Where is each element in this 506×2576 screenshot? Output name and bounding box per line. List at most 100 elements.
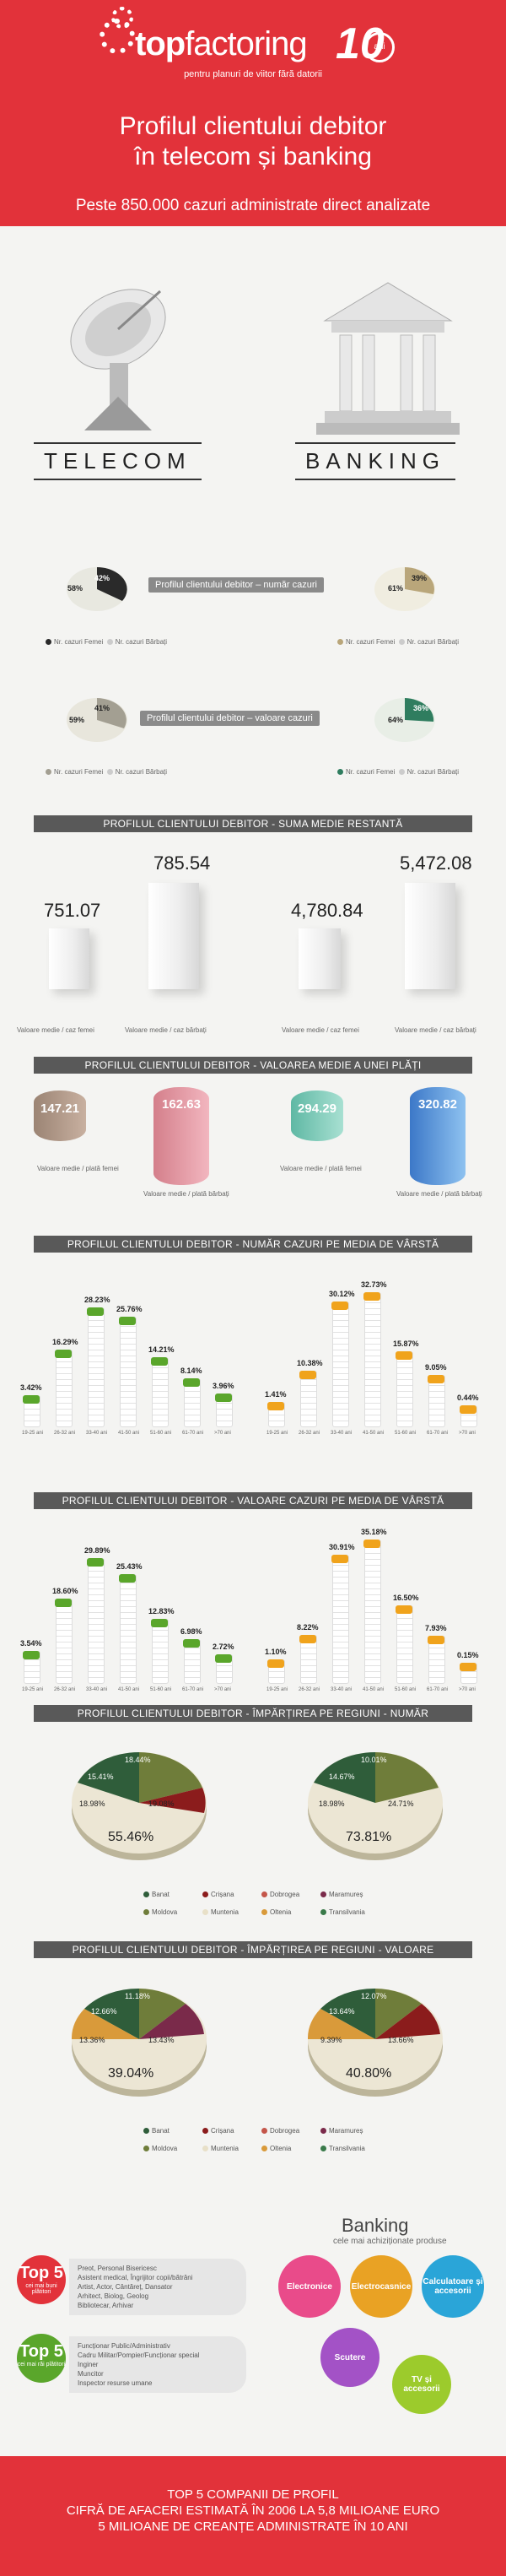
rc-b-l2: 24.71%	[388, 1799, 414, 1808]
rc-b-l3: 14.67%	[329, 1772, 355, 1781]
age-percent: 3.42%	[20, 1383, 42, 1392]
banking-value-female: 36%	[413, 704, 429, 712]
top5-worst-list: Funcționar Public/Administrativ Cadru Mil…	[69, 2336, 246, 2393]
satellite-dish-icon	[70, 289, 166, 430]
age-percent: 12.83%	[148, 1606, 175, 1615]
legend-telecom-value: Nr. cazuri Femei Nr. cazuri Bărbați	[46, 768, 167, 776]
banking-products-title: Banking	[342, 2215, 409, 2236]
telecom-avg-due-f: 751.07	[44, 900, 101, 921]
age-tube	[364, 1540, 381, 1684]
age-label: >70 ani	[459, 1431, 476, 1436]
cap-pay-telecom-f: Valoare medie / plată femei	[37, 1165, 119, 1172]
section-regions-value: PROFILUL CLIENTULUI DEBITOR - ÎMPĂRȚIREA…	[34, 1941, 472, 1958]
brand-logo: topfactoring	[135, 25, 308, 62]
pie-regions-count-telecom	[72, 1752, 207, 1860]
telecom-label: TELECOM	[34, 442, 202, 480]
age-level-mark	[331, 1555, 348, 1564]
age-level-mark	[267, 1402, 284, 1411]
slogan: pentru planuri de viitor fără datorii	[184, 69, 322, 79]
rv-t-l4: 11.18%	[125, 1992, 150, 2000]
age-level-mark	[428, 1375, 444, 1384]
region-legend-value: Banat Crișana Dobrogea Maramureș Moldova Munt…	[143, 2122, 380, 2157]
section-avg-payment: PROFILUL CLIENTULUI DEBITOR - VALOAREA M…	[34, 1057, 472, 1074]
cap-pay-telecom-m: Valoare medie / plată bărbați	[143, 1190, 229, 1198]
age-percent: 15.87%	[393, 1339, 419, 1348]
pie-telecom-value	[67, 698, 127, 742]
rv-b-l2: 13.66%	[388, 2036, 414, 2044]
cube-banking-f	[299, 928, 341, 989]
age-label: >70 ani	[214, 1431, 231, 1436]
age-level-mark	[55, 1598, 72, 1607]
pie-regions-value-banking	[307, 1988, 443, 2097]
age-percent: 3.54%	[20, 1639, 42, 1648]
region-legend-item: Oltenia	[261, 1908, 320, 1916]
telecom-avg-pay-m: 162.63	[162, 1097, 201, 1112]
region-legend-item: Maramureș	[320, 1891, 380, 1898]
age-label: 41-50 ani	[363, 1687, 385, 1692]
pie-banking-count	[374, 567, 435, 611]
region-legend-item: Maramureș	[320, 2127, 380, 2135]
rv-b-big: 40.80%	[346, 2066, 392, 2081]
age-percent: 3.96%	[213, 1381, 234, 1390]
age-percent: 7.93%	[425, 1623, 447, 1632]
header: topfactoring 10 ani pentru planuri de vi…	[0, 0, 506, 226]
age-label: 61-70 ani	[182, 1687, 204, 1692]
region-legend-item: Moldova	[143, 1908, 202, 1916]
rv-b-l4: 12.07%	[361, 1992, 387, 2000]
age-level-mark	[299, 1634, 316, 1643]
age-level-mark	[183, 1638, 200, 1648]
age-tube	[152, 1356, 169, 1427]
region-legend-item: Muntenia	[202, 2145, 261, 2152]
age-tube	[56, 1598, 73, 1684]
anniversary-sub: ani	[364, 32, 395, 62]
cap-pay-banking-f: Valoare medie / plată femei	[280, 1165, 362, 1172]
gear-small-icon	[111, 7, 133, 29]
cap-due-banking-f: Valoare medie / caz femei	[282, 1026, 359, 1034]
age-percent: 14.21%	[148, 1345, 175, 1354]
age-percent: 25.76%	[116, 1304, 143, 1313]
legend-telecom-count: Nr. cazuri Femei Nr. cazuri Bărbați	[46, 638, 167, 646]
section-avg-due: PROFILUL CLIENTULUI DEBITOR - SUMA MEDIE…	[34, 815, 472, 832]
age-percent: 1.10%	[265, 1648, 287, 1657]
product-scutere: Scutere	[320, 2328, 380, 2387]
age-percent: 1.41%	[265, 1390, 287, 1399]
banking-avg-pay-f: 294.29	[298, 1101, 336, 1116]
age-level-mark	[428, 1635, 444, 1644]
age-level-mark	[267, 1659, 284, 1669]
banking-label: BANKING	[295, 442, 456, 480]
product-electrocasnice: Electrocasnice	[350, 2255, 412, 2318]
age-level-mark	[215, 1653, 232, 1663]
rc-t-l2: 19.08%	[148, 1799, 175, 1808]
age-label: 51-60 ani	[150, 1431, 172, 1436]
age-percent: 9.05%	[425, 1363, 447, 1372]
age-percent: 18.60%	[52, 1586, 78, 1595]
age-percent: 32.73%	[361, 1280, 387, 1289]
age-percent: 16.50%	[393, 1594, 419, 1603]
age-label: >70 ani	[459, 1687, 476, 1692]
rc-b-l1: 18.98%	[319, 1799, 345, 1808]
age-label: 61-70 ani	[427, 1687, 449, 1692]
region-legend-item: Crișana	[202, 1891, 261, 1898]
age-tube	[396, 1350, 413, 1427]
section-regions-count: PROFILUL CLIENTULUI DEBITOR - ÎMPĂRȚIREA…	[34, 1705, 472, 1722]
legend-banking-count: Nr. cazuri Femei Nr. cazuri Bărbați	[337, 638, 459, 646]
age-tube	[88, 1307, 105, 1427]
top5-best-list: Preot, Personal Bisericesc Asistent medic…	[69, 2259, 246, 2315]
pie-regions-value-telecom	[71, 1988, 207, 2097]
rv-t-l2: 13.43%	[148, 2036, 175, 2044]
banking-count-female: 39%	[412, 574, 428, 582]
region-legend-item: Transilvania	[320, 1908, 380, 1916]
legend-banking-value: Nr. cazuri Femei Nr. cazuri Bărbați	[337, 768, 459, 776]
age-percent: 2.72%	[213, 1642, 234, 1651]
age-percent: 30.12%	[329, 1289, 355, 1298]
age-label: 51-60 ani	[150, 1687, 172, 1692]
age-level-mark	[363, 1540, 380, 1549]
age-level-mark	[363, 1291, 380, 1301]
cube-telecom-f	[49, 928, 89, 989]
section-age-value: PROFILUL CLIENTULUI DEBITOR - VALOARE CA…	[34, 1492, 472, 1509]
age-level-mark	[396, 1605, 412, 1615]
age-level-mark	[23, 1651, 40, 1660]
telecom-count-male: 58%	[67, 584, 83, 593]
region-legend-item: Dobrogea	[261, 1891, 320, 1898]
age-tube	[120, 1316, 137, 1427]
